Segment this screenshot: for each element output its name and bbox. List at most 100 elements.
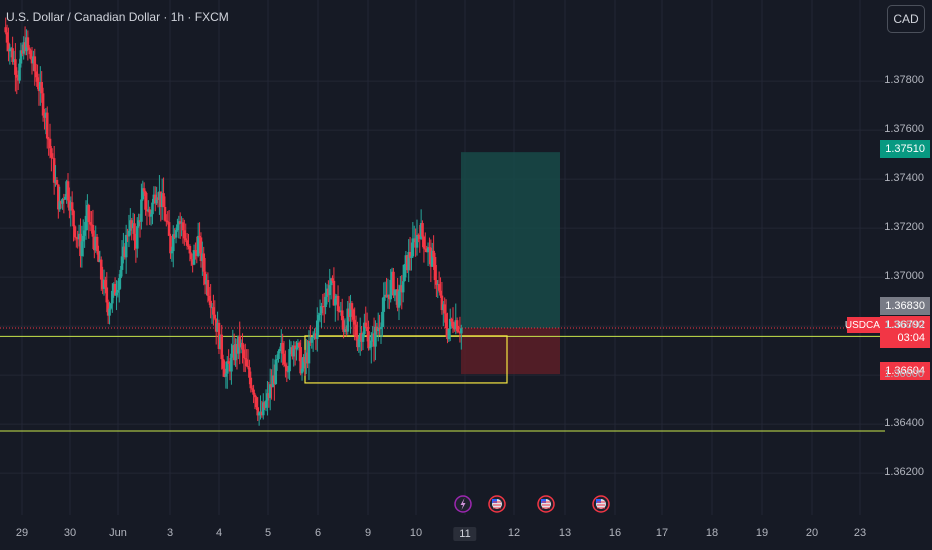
candle-body	[404, 255, 408, 265]
candle-body	[371, 333, 374, 341]
candle-body	[274, 359, 278, 385]
candle-body	[401, 281, 405, 293]
candle-body	[354, 324, 358, 337]
x-tick-label: 9	[364, 527, 372, 539]
candle-body	[187, 245, 190, 247]
candle-body	[122, 246, 125, 257]
candle-body	[364, 322, 368, 327]
candle-body	[417, 234, 420, 236]
candle-body	[165, 220, 168, 222]
candle-body	[131, 223, 135, 229]
candle-body	[227, 361, 230, 364]
candle-body	[353, 319, 356, 325]
candle-body	[426, 247, 430, 253]
candle-body	[34, 71, 38, 78]
candle-body	[93, 236, 96, 251]
candle-body	[8, 48, 12, 52]
candle-body	[9, 48, 13, 50]
candle-body	[458, 331, 462, 334]
candle-body	[333, 298, 337, 306]
candle-body	[397, 291, 401, 308]
candle-body	[425, 249, 428, 253]
candle-body	[264, 400, 268, 408]
candle-body	[188, 245, 192, 254]
x-tick-label: 5	[264, 527, 272, 539]
candle-body	[160, 193, 164, 208]
x-tick-label: 19	[755, 527, 769, 539]
candle-body	[180, 222, 183, 224]
stop-zone	[461, 328, 560, 375]
candle-body	[155, 197, 158, 204]
stop-price-label: 1.36604	[880, 362, 930, 380]
candle-body	[21, 50, 24, 54]
symbol-title: U.S. Dollar / Canadian Dollar · 1h · FXC…	[6, 10, 229, 24]
x-tick-label: 20	[805, 527, 819, 539]
us-flag-icon	[537, 495, 555, 513]
currency-button[interactable]: CAD	[887, 5, 925, 33]
candle-body	[327, 288, 330, 296]
candle-body	[271, 375, 275, 388]
candle-body	[120, 256, 124, 270]
candle-body	[202, 253, 206, 272]
candle-body	[277, 351, 280, 359]
candle-body	[203, 271, 207, 285]
candle-body	[239, 342, 243, 348]
candle-body	[435, 280, 438, 285]
candle-body	[129, 220, 132, 231]
candle-body	[40, 82, 43, 94]
symbol-tag: USDCAD	[845, 317, 887, 333]
candle-body	[379, 326, 383, 330]
candle-body	[235, 344, 239, 354]
candle-body	[205, 280, 208, 285]
candle-body	[219, 334, 222, 349]
candle-body	[392, 271, 395, 296]
candle-body	[405, 255, 409, 271]
candle-body	[58, 201, 62, 210]
candle-body	[191, 259, 194, 265]
candle-body	[232, 345, 236, 361]
candle-body	[241, 342, 244, 350]
candle-body	[329, 278, 333, 286]
candle-body	[36, 77, 39, 87]
x-tick-label: 23	[853, 527, 867, 539]
candle-body	[394, 289, 398, 291]
candle-body	[234, 344, 237, 361]
candle-body	[275, 358, 279, 360]
candle-body	[314, 333, 318, 339]
candle-body	[288, 349, 291, 372]
candle-body	[181, 222, 185, 231]
candle-body	[133, 223, 136, 241]
candle-body	[192, 250, 196, 265]
candle-body	[242, 349, 246, 359]
candle-body	[90, 224, 93, 226]
candle-body	[18, 63, 21, 81]
candle-body	[195, 250, 199, 256]
candle-body	[167, 222, 171, 236]
candle-body	[144, 191, 147, 210]
candle-body	[368, 347, 372, 349]
y-tick-label: 1.36200	[884, 466, 924, 479]
x-tick-label: 4	[215, 527, 223, 539]
candle-body	[315, 320, 319, 339]
candle-body	[101, 279, 104, 289]
candle-body	[439, 290, 442, 296]
candle-body	[189, 253, 193, 260]
candle-body	[112, 283, 116, 291]
candle-body	[250, 388, 254, 390]
candle-body	[430, 250, 434, 267]
candle-body	[29, 50, 32, 59]
candle-body	[119, 269, 122, 279]
candle-body	[66, 181, 70, 201]
candle-body	[149, 214, 153, 217]
candle-body	[293, 345, 297, 350]
candle-body	[361, 334, 365, 342]
candle-body	[424, 248, 427, 250]
candle-body	[145, 209, 149, 212]
candle-body	[317, 315, 320, 321]
candle-body	[32, 56, 35, 64]
candle-body	[43, 115, 46, 118]
candle-body	[127, 230, 131, 237]
candle-body	[231, 345, 235, 354]
